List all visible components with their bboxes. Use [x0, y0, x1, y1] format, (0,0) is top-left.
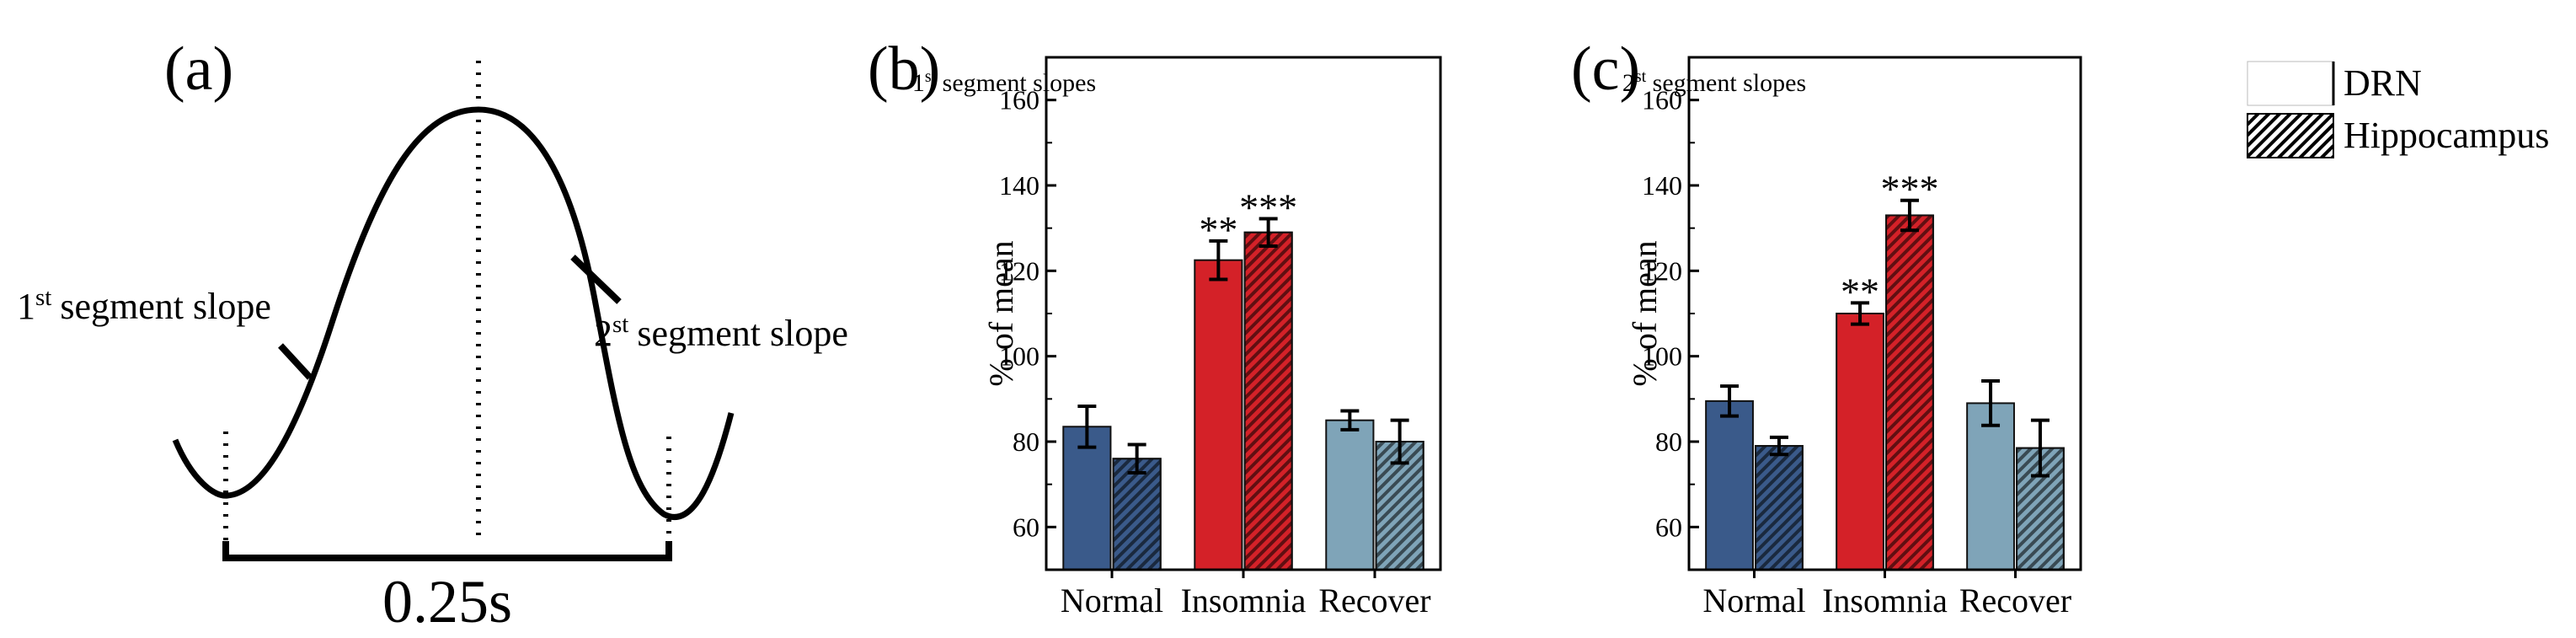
- legend-label-drn: DRN: [2344, 62, 2422, 104]
- bar: [1836, 313, 1884, 571]
- y-tick-label: 160: [999, 85, 1039, 115]
- slope1-marker: [278, 343, 313, 380]
- y-axis-label: % of mean: [1626, 240, 1664, 386]
- bar: [1966, 402, 2015, 571]
- x-tick-label: Recover: [1318, 582, 1430, 619]
- y-tick-label: 60: [1013, 512, 1039, 542]
- y-tick-label: 120: [1642, 255, 1682, 286]
- bar: [1062, 426, 1112, 571]
- y-tick-label: 100: [999, 341, 1039, 372]
- x-tick-label: Normal: [1061, 582, 1163, 619]
- legend-label-hippocampus: Hippocampus: [2344, 115, 2549, 156]
- slope2-marker: [570, 255, 622, 304]
- significance-label: **: [1199, 208, 1237, 251]
- legend-swatch-hatched: [2247, 113, 2334, 158]
- legend-swatch-solid: [2247, 61, 2334, 106]
- duration-label: 0.25s: [382, 568, 512, 635]
- bar-hatch: [1112, 458, 1162, 571]
- y-tick-label: 160: [1642, 85, 1682, 115]
- bar-hatch: [1885, 214, 1934, 571]
- legend: DRN Hippocampus: [2247, 61, 2549, 158]
- chart-title: 2st segment slopes: [1622, 67, 1806, 97]
- slope2-label: 2st segment slope: [594, 311, 848, 354]
- x-tick-label: Insomnia: [1822, 582, 1948, 619]
- bar-hatch: [1243, 231, 1293, 571]
- significance-label: **: [1841, 270, 1879, 313]
- panel-a: (a) 1st segment slope 2st segment slope 0.…: [17, 35, 848, 635]
- x-tick-label: Insomnia: [1181, 582, 1307, 619]
- y-tick-label: 60: [1655, 512, 1682, 542]
- significance-label: ***: [1880, 168, 1938, 211]
- bar: [1194, 259, 1243, 571]
- bar-hatch: [1755, 445, 1804, 571]
- duration-bracket: [222, 541, 672, 561]
- panel-a-label: (a): [164, 35, 233, 104]
- panel-b-chart: (b) 1st segment slopes % of mean Normal *…: [868, 35, 1442, 619]
- y-tick-label: 140: [1642, 170, 1682, 201]
- y-axis-label: % of mean: [982, 240, 1020, 386]
- panel-b-label: (b): [868, 35, 940, 104]
- x-tick-label: Normal: [1702, 582, 1805, 619]
- x-tick-label: Recover: [1959, 582, 2071, 619]
- bar: [1325, 419, 1375, 571]
- legend-item-hippocampus: Hippocampus: [2247, 113, 2549, 158]
- chart-title: 1st segment slopes: [912, 67, 1096, 97]
- y-tick-label: 80: [1013, 426, 1039, 457]
- slope1-label: 1st segment slope: [17, 284, 271, 327]
- significance-label: ***: [1239, 186, 1297, 229]
- bar: [1705, 399, 1754, 571]
- y-tick-label: 140: [999, 170, 1039, 201]
- legend-item-drn: DRN: [2247, 61, 2422, 106]
- panel-c-chart: (c) 2st segment slopes % of mean Normal *…: [1571, 35, 2082, 619]
- y-tick-label: 80: [1655, 426, 1682, 457]
- panel-c-label: (c): [1571, 35, 1640, 104]
- y-tick-label: 120: [999, 255, 1039, 286]
- y-tick-label: 100: [1642, 341, 1682, 372]
